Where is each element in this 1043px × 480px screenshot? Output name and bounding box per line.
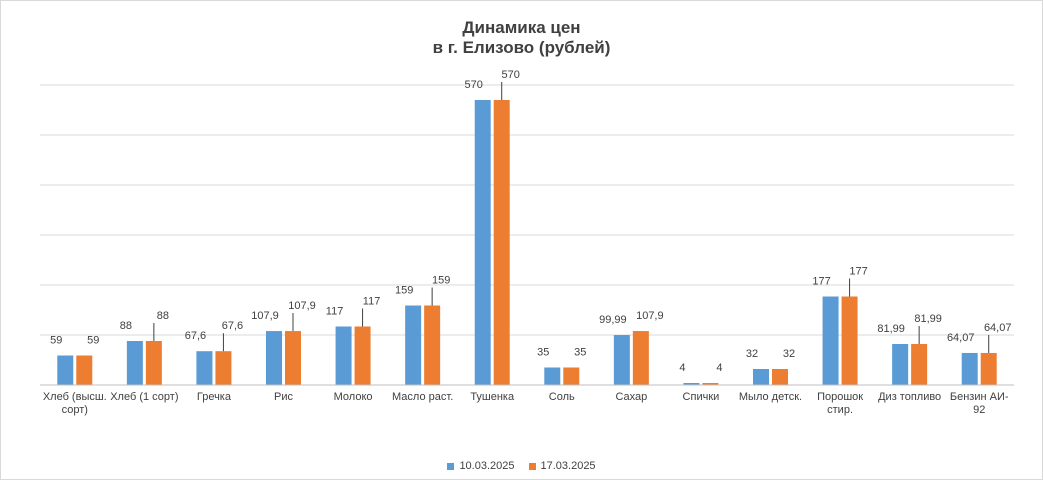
bar-s2-7 (563, 367, 580, 385)
data-label-s1-1: 88 (120, 320, 132, 332)
bar-s2-10 (772, 369, 788, 385)
bar-s1-0 (57, 355, 74, 385)
data-label-s2-11: 177 (849, 266, 867, 278)
bar-s1-1 (126, 341, 143, 385)
chart-title-block: Динамика цен в г. Елизово (рублей) (0, 18, 1043, 58)
legend: 10.03.2025 17.03.2025 (0, 460, 1043, 472)
bar-s2-12 (911, 344, 928, 385)
data-label-s2-1: 88 (157, 310, 169, 322)
data-label-s1-4: 117 (326, 306, 344, 318)
bar-s1-13 (961, 352, 978, 385)
bar-s1-5 (405, 305, 422, 385)
bar-s2-6 (493, 100, 510, 385)
x-tick-label-0: Хлеб (высш. сорт) (43, 391, 107, 416)
bar-s2-8 (632, 331, 649, 385)
data-label-s2-7: 35 (574, 347, 586, 359)
data-label-s1-9: 4 (679, 362, 685, 374)
bar-s2-5 (424, 305, 441, 385)
data-label-s2-2: 67,6 (222, 320, 243, 332)
data-label-s2-9: 4 (716, 362, 722, 374)
legend-swatch-series-1 (447, 462, 455, 470)
bar-s1-7 (544, 367, 561, 385)
data-label-s1-13: 64,07 (947, 332, 975, 344)
data-label-s2-4: 117 (363, 296, 381, 308)
legend-label-series-1: 10.03.2025 (459, 460, 515, 472)
bar-s2-4 (354, 326, 371, 385)
bar-s1-3 (266, 331, 282, 385)
data-label-s1-10: 32 (746, 348, 758, 360)
bar-s2-3 (285, 331, 301, 385)
data-label-s1-5: 159 (395, 285, 413, 297)
x-tick-label-12: Диз топливо (878, 391, 941, 403)
x-tick-label-13: Бензин АИ-92 (950, 391, 1009, 416)
data-label-s1-2: 67,6 (185, 330, 206, 342)
x-tick-label-10: Мыло детск. (739, 391, 802, 403)
x-tick-label-4: Молоко (334, 391, 373, 403)
data-label-s2-5: 159 (432, 275, 450, 287)
x-tick-label-11: Порошок стир. (817, 391, 863, 416)
x-tick-label-9: Спички (683, 391, 720, 403)
data-label-s1-3: 107,9 (251, 310, 279, 322)
data-label-s2-13: 64,07 (984, 322, 1012, 334)
bar-s2-9 (702, 383, 719, 385)
bar-s1-11 (822, 296, 839, 385)
data-label-s2-12: 81,99 (914, 313, 942, 325)
bar-s2-13 (980, 352, 997, 385)
x-tick-label-3: Рис (274, 391, 293, 403)
data-label-s1-7: 35 (537, 347, 549, 359)
data-label-s2-3: 107,9 (288, 300, 316, 312)
bar-s1-4 (335, 326, 352, 385)
bar-s2-11 (841, 296, 858, 385)
bar-s1-9 (683, 383, 700, 385)
bar-s1-6 (474, 100, 491, 385)
data-label-s1-11: 177 (812, 276, 830, 288)
data-label-s1-6: 570 (465, 79, 483, 91)
x-tick-label-5: Масло раст. (392, 391, 453, 403)
data-label-s1-8: 99,99 (599, 314, 627, 326)
legend-label-series-2: 17.03.2025 (540, 460, 596, 472)
chart-title: Динамика цен (462, 18, 581, 37)
data-label-s2-0: 59 (87, 335, 99, 347)
x-tick-label-7: Соль (549, 391, 575, 403)
data-label-s2-8: 107,9 (636, 310, 664, 322)
bar-s1-8 (613, 335, 630, 385)
chart-subtitle: в г. Елизово (рублей) (432, 38, 611, 57)
legend-item-series-1: 10.03.2025 (447, 460, 515, 472)
x-tick-label-1: Хлеб (1 сорт) (110, 391, 178, 403)
x-tick-label-2: Гречка (197, 391, 232, 403)
data-label-s2-10: 32 (783, 348, 795, 360)
bar-s1-10 (753, 369, 769, 385)
bar-s2-0 (76, 355, 93, 385)
data-label-s1-0: 59 (50, 335, 62, 347)
data-label-s2-6: 570 (502, 69, 520, 81)
legend-swatch-series-2 (528, 462, 536, 470)
bar-s1-12 (892, 344, 909, 385)
bar-s2-1 (145, 341, 162, 385)
bar-s1-2 (196, 351, 213, 385)
x-tick-label-8: Сахар (615, 391, 647, 403)
data-label-s1-12: 81,99 (877, 323, 905, 335)
legend-item-series-2: 17.03.2025 (528, 460, 596, 472)
x-tick-label-6: Тушенка (470, 391, 515, 403)
bar-s2-2 (215, 351, 232, 385)
